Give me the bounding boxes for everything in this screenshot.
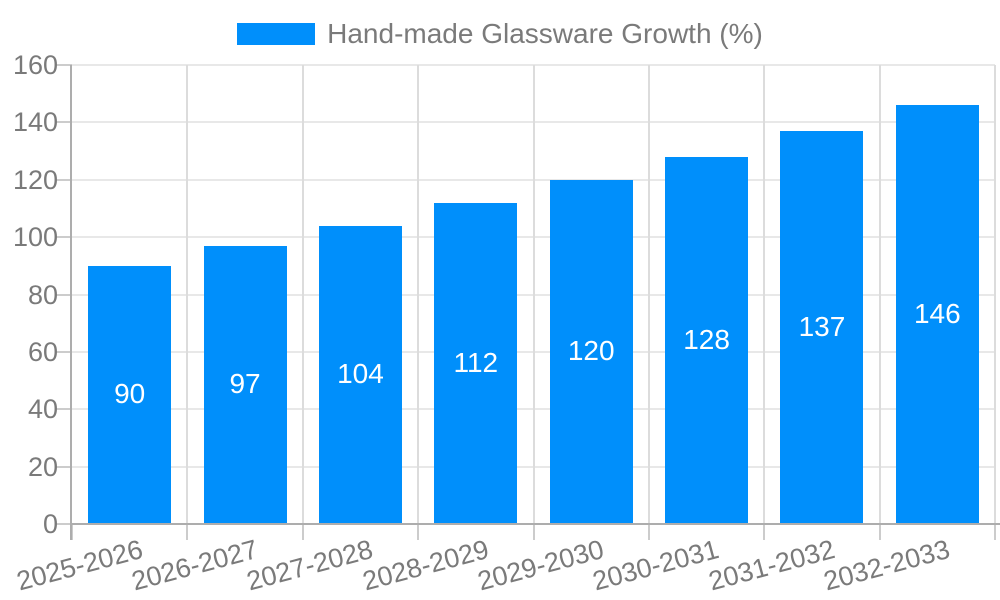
x-axis-label: 2026-2027 [128, 534, 261, 597]
legend: Hand-made Glassware Growth (%) [0, 14, 1000, 54]
y-axis-label: 160 [12, 50, 58, 80]
gridline-vertical [647, 65, 650, 524]
gridline-vertical [532, 65, 535, 524]
gridline-vertical [763, 65, 766, 524]
gridline-vertical [417, 65, 420, 524]
bar[interactable]: 120 [549, 179, 633, 523]
y-axis-label: 100 [12, 222, 58, 253]
bar-value-label: 137 [798, 310, 846, 342]
gridline-vertical [186, 65, 189, 524]
x-axis-tick [71, 524, 73, 540]
y-axis-tick [56, 64, 72, 66]
x-axis-tick [647, 524, 650, 540]
x-axis-label: 2028-2029 [359, 534, 492, 597]
bar-value-label: 90 [114, 378, 146, 410]
y-axis-label: 80 [27, 279, 58, 310]
bar-value-label: 97 [229, 368, 261, 400]
gridline-vertical [994, 65, 996, 524]
y-axis-label: 140 [12, 107, 58, 138]
x-axis-label: 2032-2033 [820, 534, 954, 597]
bar-value-label: 120 [567, 335, 615, 367]
bar[interactable]: 146 [895, 105, 979, 523]
x-axis-label: 2031-2032 [705, 534, 838, 597]
bar[interactable]: 97 [203, 245, 287, 523]
x-axis-tick [994, 524, 996, 540]
bar-value-label: 128 [683, 323, 730, 355]
bar[interactable]: 137 [780, 130, 864, 523]
x-axis-label: 2029-2030 [474, 534, 607, 597]
x-axis-tick [417, 524, 420, 540]
x-axis-tick [763, 524, 766, 540]
y-axis-tick [56, 178, 72, 181]
bar-value-label: 112 [453, 346, 499, 378]
y-axis-tick [56, 236, 72, 239]
gridline-vertical [878, 65, 881, 524]
legend-label: Hand-made Glassware Growth (%) [327, 18, 763, 49]
gridline-vertical [301, 65, 304, 524]
legend-item[interactable]: Hand-made Glassware Growth (%) [237, 19, 763, 49]
y-axis-label: 40 [27, 394, 58, 425]
y-axis-tick [56, 408, 72, 411]
y-axis-label: 60 [27, 336, 58, 367]
y-axis-label: 0 [42, 509, 58, 539]
y-axis-label: 20 [27, 451, 58, 482]
x-axis-tick [301, 524, 304, 540]
x-axis-tick [532, 524, 535, 540]
bar[interactable]: 128 [665, 156, 749, 523]
y-axis-tick [56, 523, 72, 525]
x-axis-tick [186, 524, 189, 540]
bar[interactable]: 104 [318, 225, 402, 523]
x-axis-label: 2030-2031 [589, 534, 723, 597]
x-axis-label: 2027-2028 [243, 534, 377, 597]
y-axis-label: 120 [12, 164, 58, 195]
y-axis-line [70, 65, 72, 540]
y-axis-tick [56, 293, 72, 296]
bar-value-label: 146 [913, 298, 961, 330]
bar-value-label: 104 [337, 358, 384, 390]
y-axis-tick [56, 121, 72, 124]
y-axis-tick [56, 465, 72, 468]
y-axis-tick [56, 350, 72, 353]
x-axis-label: 2025-2026 [12, 534, 146, 597]
bar[interactable]: 90 [88, 265, 172, 523]
x-axis-line [70, 523, 1000, 525]
bar[interactable]: 112 [434, 202, 518, 523]
legend-color-swatch [237, 23, 316, 45]
x-axis-tick [878, 524, 881, 540]
